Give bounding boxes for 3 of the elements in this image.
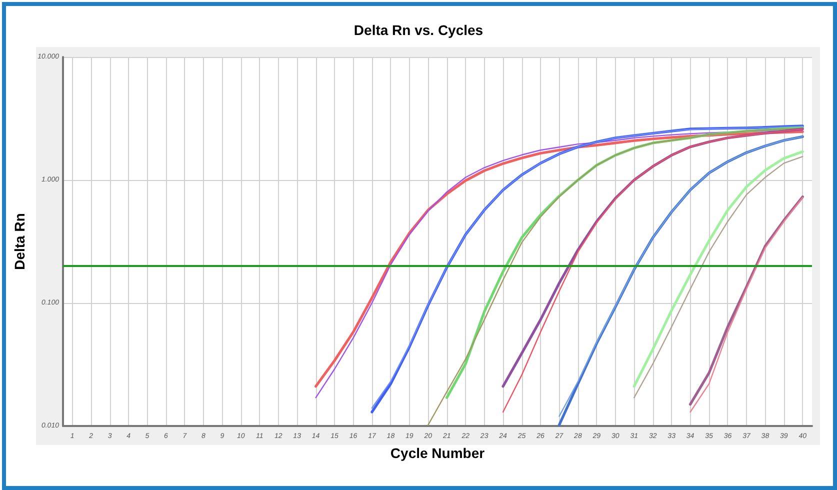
x-axis-title: Cycle Number (390, 445, 486, 461)
chart-title: Delta Rn vs. Cycles (354, 22, 484, 38)
y-axis-title: Delta Rn (12, 213, 28, 270)
